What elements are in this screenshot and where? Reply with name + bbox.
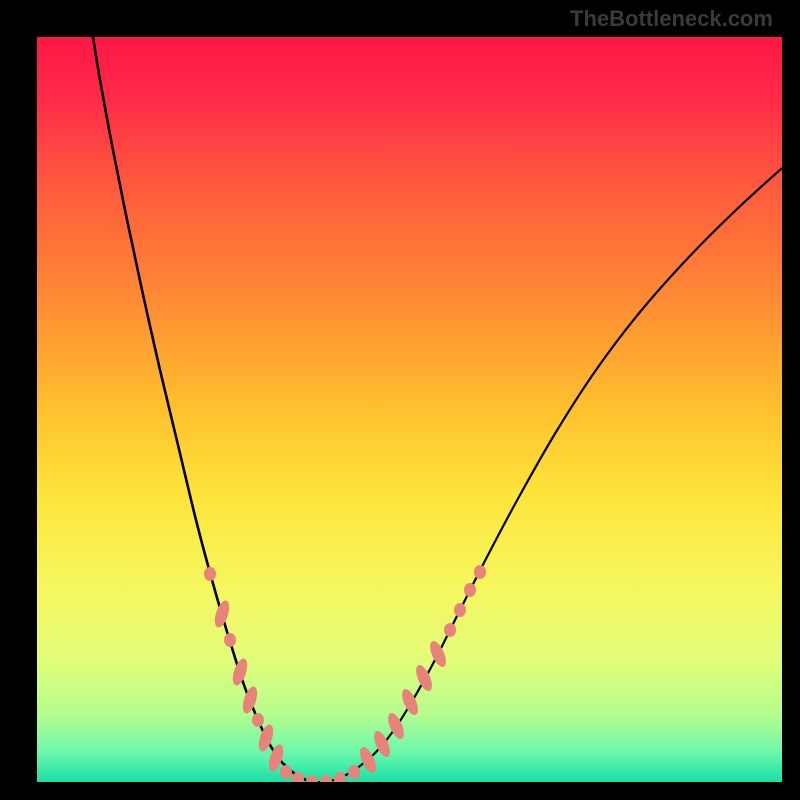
marker-point xyxy=(280,765,292,779)
chart-svg xyxy=(0,0,800,800)
marker-point xyxy=(204,567,216,581)
marker-point xyxy=(292,772,304,786)
marker-point xyxy=(454,603,466,617)
marker-point xyxy=(306,775,318,789)
marker-point xyxy=(320,775,332,789)
marker-point xyxy=(252,713,264,727)
plot-background xyxy=(37,37,782,782)
marker-point xyxy=(348,765,360,779)
marker-point xyxy=(444,623,456,637)
marker-point xyxy=(464,583,476,597)
watermark-text: TheBottleneck.com xyxy=(570,6,773,32)
marker-point xyxy=(334,772,346,786)
chart-container: TheBottleneck.com xyxy=(0,0,800,800)
marker-point xyxy=(474,565,486,579)
marker-point xyxy=(224,633,236,647)
